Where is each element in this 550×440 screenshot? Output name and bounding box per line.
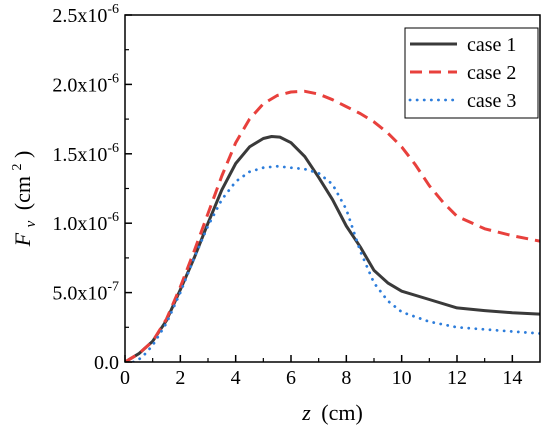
legend-label: case 1 (467, 34, 516, 56)
series-line-case-2 (125, 89, 540, 362)
y-tick-label: 1.5x10-6 (52, 141, 119, 166)
x-tick-label: 2 (175, 367, 185, 389)
y-axis-symbol: F (10, 232, 35, 247)
x-tick-label: 10 (392, 367, 412, 389)
y-tick-label: 0.0 (94, 352, 119, 374)
series-line-case-3 (131, 164, 540, 362)
x-tick-label: 14 (502, 367, 522, 389)
x-tick-label: 6 (286, 367, 296, 389)
legend-items: case 1 case 2 case 3 (408, 34, 516, 112)
x-tick-label: 4 (231, 367, 241, 389)
x-axis-label: z (cm) (301, 400, 363, 425)
tick-labels-layer: 0 2 4 6 8 10 12 14 0.0 5.0x10-7 1.0x10-6 1.5x10-6 2.… (52, 2, 522, 389)
ticks-layer (124, 14, 514, 363)
legend: case 1 case 2 case 3 (404, 27, 539, 119)
y-tick-label: 2.5x10-6 (52, 2, 119, 27)
x-tick-label: 12 (447, 367, 467, 389)
x-axis-symbol: z (301, 400, 311, 425)
y-axis-label: F v (cm 2 ) (1, 151, 40, 248)
series-line-case-1 (125, 135, 540, 362)
y-axis-unit-suffix: ) (10, 151, 35, 158)
y-axis-subscript: v (23, 220, 39, 227)
y-tick-label: 2.0x10-6 (52, 71, 119, 96)
legend-item: case 2 (410, 62, 516, 84)
y-axis-unit-prefix: (cm (10, 176, 35, 210)
y-axis-unit-sup: 2 (10, 164, 25, 171)
y-tick-label: 5.0x10-7 (52, 280, 119, 305)
legend-label: case 3 (467, 90, 516, 112)
legend-label: case 2 (467, 62, 516, 84)
x-tick-label: 0 (120, 367, 130, 389)
legend-item: case 1 (410, 34, 516, 56)
series-layer (125, 89, 540, 362)
y-tick-label: 1.0x10-6 (52, 210, 119, 235)
x-tick-label: 8 (341, 367, 351, 389)
x-axis-unit: (cm) (321, 400, 363, 425)
legend-item: case 3 (408, 90, 516, 112)
